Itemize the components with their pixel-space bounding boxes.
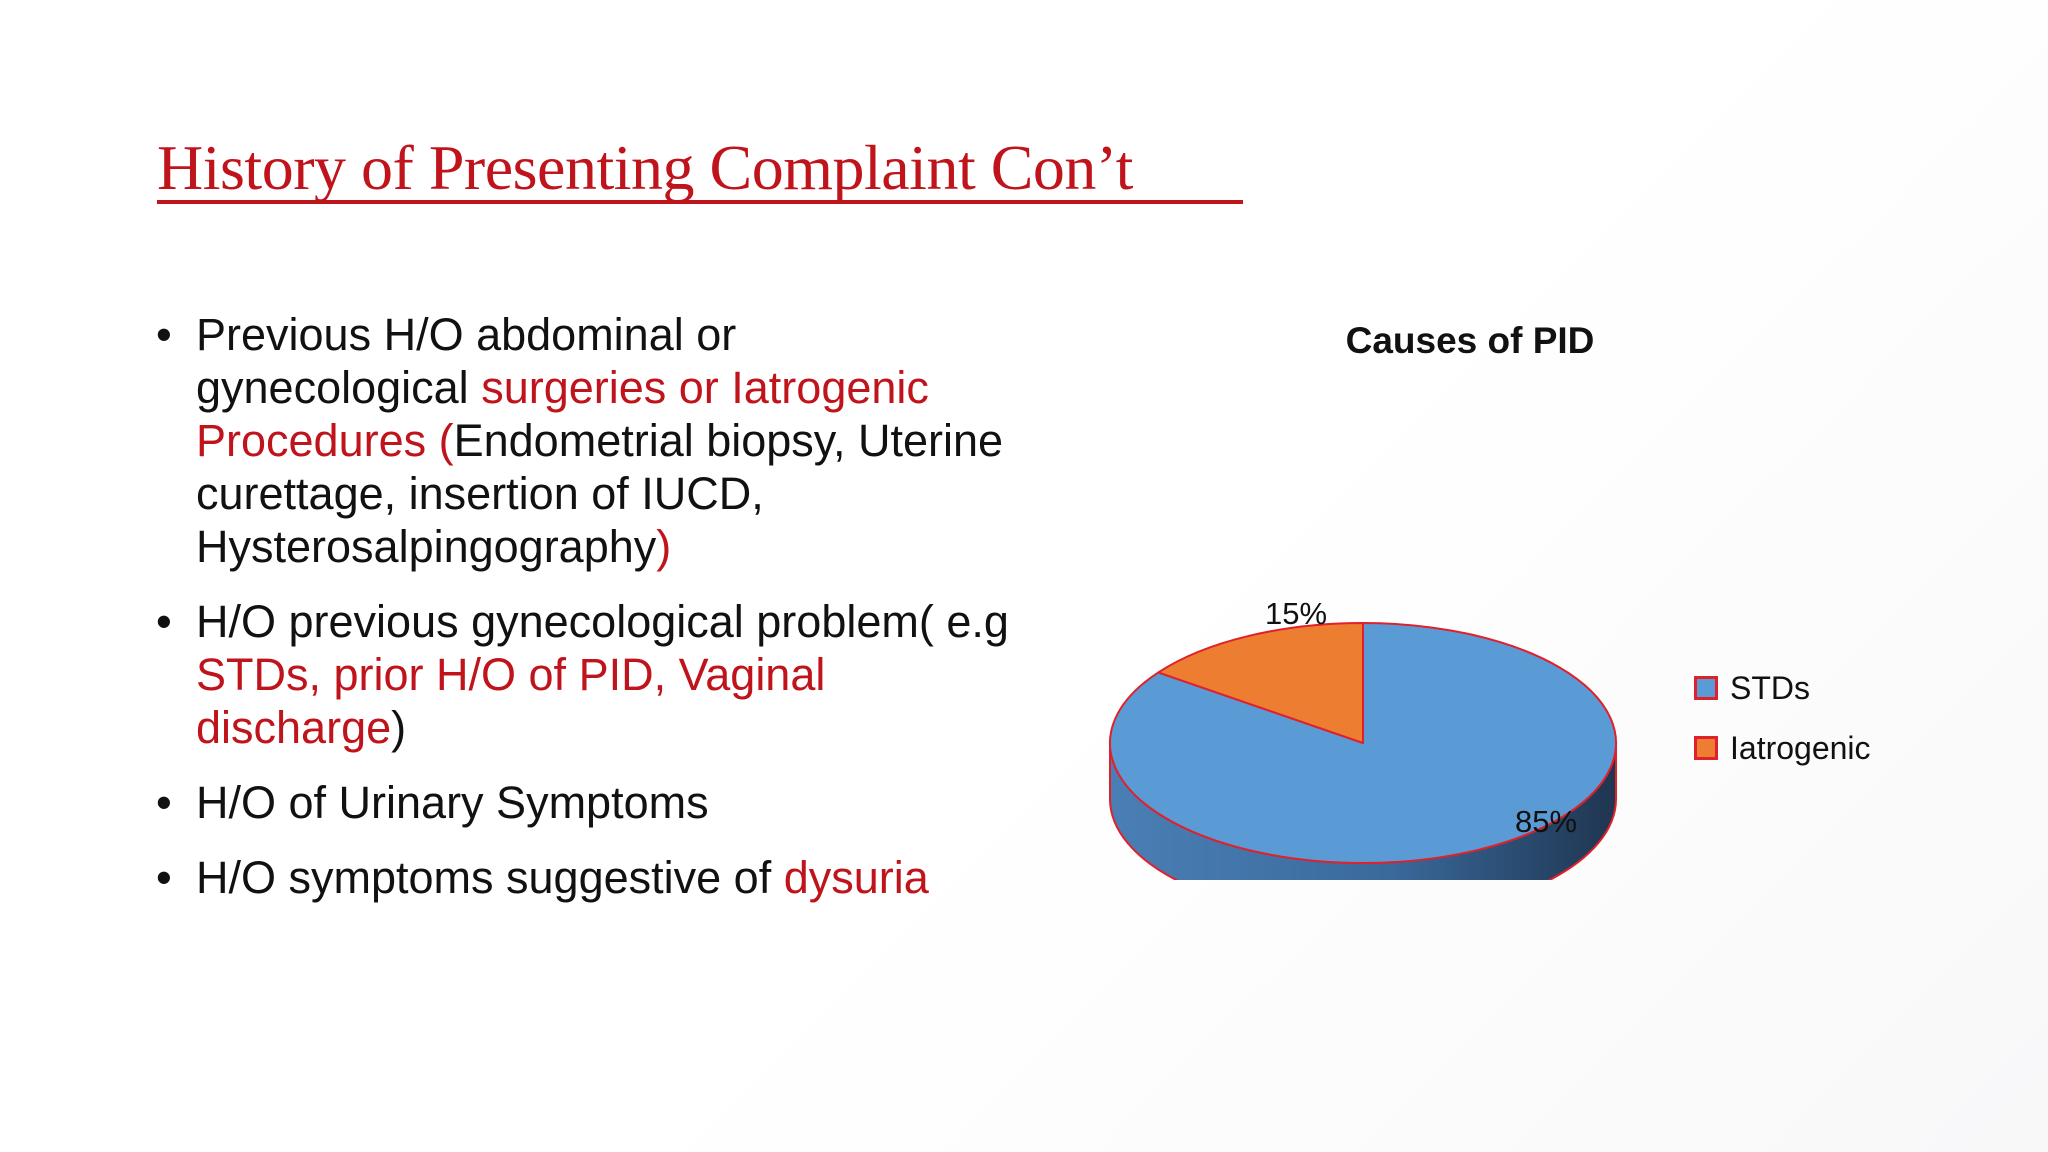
bullet-text: H/O of Urinary Symptoms — [196, 777, 709, 828]
slide-title: History of Presenting Complaint Con’t — [157, 132, 1133, 203]
pie-chart: Causes of PID 85% 15% — [1090, 320, 2010, 880]
pie-slice-iatrogenic — [1157, 622, 1364, 744]
legend-label: STDs — [1730, 669, 1810, 706]
bullet-item: • H/O previous gynecological problem( e.g… — [152, 595, 1012, 754]
highlighted-text: dysuria — [783, 852, 929, 903]
legend-swatch — [1694, 736, 1718, 760]
bullet-dot-icon: • — [156, 777, 172, 828]
bullet-text: H/O symptoms suggestive of — [196, 852, 784, 903]
bullet-dot-icon: • — [156, 852, 172, 903]
legend-label: Iatrogenic — [1730, 729, 1871, 766]
data-label-iatrogenic: 15% — [1265, 596, 1327, 631]
legend-item-iatrogenic: Iatrogenic — [1694, 718, 1871, 778]
bullet-list: • Previous H/O abdominal or gynecological… — [152, 308, 1012, 926]
chart-legend: STDs Iatrogenic — [1694, 658, 1871, 778]
chart-title: Causes of PID — [1346, 320, 1595, 361]
bullet-dot-icon: • — [156, 596, 172, 647]
bullet-item: • H/O symptoms suggestive of dysuria — [152, 851, 1012, 904]
highlighted-text: ) — [656, 521, 672, 572]
pie-chart-svg: Causes of PID 85% 15% — [1109, 320, 1617, 880]
bullet-item: • Previous H/O abdominal or gynecological… — [152, 308, 1012, 573]
pie-group: 85% 15% — [1109, 596, 1617, 880]
bullet-text: Previous H/O abdominal or gynecological — [196, 309, 737, 413]
bullet-text: Endometrial biopsy, Uterine curettage, i… — [196, 415, 1004, 572]
bullet-dot-icon: • — [156, 309, 172, 360]
title-underline — [157, 200, 1243, 204]
bullet-text: ) — [391, 702, 407, 753]
bullet-text: H/O previous gynecological problem( e.g — [196, 596, 1009, 647]
legend-item-stds: STDs — [1694, 658, 1871, 718]
highlighted-text: STDs, prior H/O of PID, Vaginal discharg… — [196, 649, 826, 753]
highlighted-text: surgeries or Iatrogenic Procedures ( — [196, 362, 929, 466]
legend-swatch — [1694, 676, 1718, 700]
data-label-stds: 85% — [1515, 804, 1577, 839]
bullet-item: • H/O of Urinary Symptoms — [152, 776, 1012, 829]
